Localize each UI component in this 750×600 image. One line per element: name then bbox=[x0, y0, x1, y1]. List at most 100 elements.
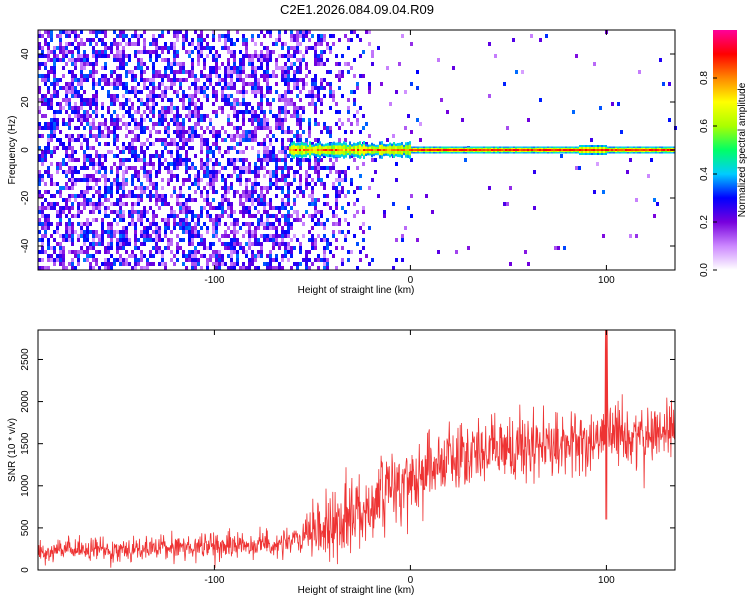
heatmap-cell bbox=[629, 234, 632, 238]
heatmap-cell bbox=[92, 266, 95, 270]
heatmap-cell bbox=[182, 146, 185, 150]
heatmap-cell bbox=[161, 194, 164, 198]
heatmap-cell bbox=[269, 266, 272, 270]
heatmap-cell bbox=[319, 149, 321, 151]
heatmap-cell bbox=[233, 102, 236, 106]
heatmap-cell bbox=[459, 149, 461, 151]
heatmap-cell bbox=[233, 42, 236, 46]
heatmap-cell bbox=[287, 102, 290, 106]
heatmap-cell bbox=[224, 190, 227, 194]
heatmap-cell bbox=[95, 90, 98, 94]
heatmap-cell bbox=[323, 166, 326, 170]
heatmap-cell bbox=[257, 218, 260, 222]
heatmap-cell bbox=[161, 82, 164, 86]
heatmap-cell bbox=[375, 149, 377, 151]
heatmap-cell bbox=[119, 258, 122, 262]
heatmap-cell bbox=[71, 174, 74, 178]
heatmap-cell bbox=[215, 134, 218, 138]
heatmap-cell bbox=[119, 74, 122, 78]
heatmap-cell bbox=[86, 74, 89, 78]
heatmap-cell bbox=[170, 258, 173, 262]
heatmap-cell bbox=[329, 46, 332, 50]
heatmap-cell bbox=[95, 250, 98, 254]
heatmap-cell bbox=[146, 194, 149, 198]
heatmap-cell bbox=[227, 234, 230, 238]
heatmap-cell bbox=[314, 166, 317, 170]
heatmap-cell bbox=[194, 234, 197, 238]
heatmap-cell bbox=[281, 230, 284, 234]
heatmap-cell bbox=[221, 178, 224, 182]
heatmap-cell bbox=[344, 62, 347, 66]
heatmap-cell bbox=[92, 94, 95, 98]
heatmap-cell bbox=[122, 158, 125, 162]
heatmap-cell bbox=[602, 190, 605, 194]
heatmap-cell bbox=[125, 34, 128, 38]
heatmap-cell bbox=[224, 82, 227, 86]
heatmap-cell bbox=[47, 190, 50, 194]
heatmap-cell bbox=[152, 110, 155, 114]
heatmap-cell bbox=[128, 190, 131, 194]
heatmap-cell bbox=[344, 34, 347, 38]
heatmap-cell bbox=[203, 246, 206, 250]
heatmap-cell bbox=[311, 218, 314, 222]
heatmap-cell bbox=[149, 58, 152, 62]
heatmap-cell bbox=[182, 38, 185, 42]
heatmap-cell bbox=[80, 106, 83, 110]
heatmap-cell bbox=[245, 190, 248, 194]
heatmap-cell bbox=[131, 142, 134, 146]
heatmap-cell bbox=[296, 138, 299, 142]
heatmap-cell bbox=[461, 118, 464, 122]
heatmap-cell bbox=[119, 50, 122, 54]
heatmap-cell bbox=[602, 234, 605, 238]
heatmap-cell bbox=[98, 50, 101, 54]
heatmap-cell bbox=[179, 114, 182, 118]
heatmap-cell bbox=[200, 150, 203, 154]
heatmap-cell bbox=[657, 149, 659, 151]
heatmap-cell bbox=[74, 198, 77, 202]
heatmap-cell bbox=[134, 242, 137, 246]
heatmap-cell bbox=[284, 82, 287, 86]
heatmap-cell bbox=[149, 190, 152, 194]
heatmap-cell bbox=[317, 218, 320, 222]
heatmap-cell bbox=[266, 134, 269, 138]
heatmap-cell bbox=[107, 150, 110, 154]
heatmap-cell bbox=[206, 158, 209, 162]
heatmap-cell bbox=[68, 122, 71, 126]
heatmap-cell bbox=[41, 238, 44, 242]
heatmap-cell bbox=[209, 50, 212, 54]
heatmap-cell bbox=[134, 138, 137, 142]
heatmap-cell bbox=[269, 238, 272, 242]
heatmap-cell bbox=[257, 82, 260, 86]
heatmap-cell bbox=[137, 158, 140, 162]
heatmap-cell bbox=[140, 254, 143, 258]
heatmap-cell bbox=[341, 190, 344, 194]
heatmap-cell bbox=[146, 266, 149, 270]
heatmap-cell bbox=[92, 74, 95, 78]
heatmap-cell bbox=[341, 246, 344, 250]
heatmap-cell bbox=[218, 222, 221, 226]
heatmap-cell bbox=[188, 86, 191, 90]
heatmap-cell bbox=[338, 170, 341, 174]
heatmap-cell bbox=[251, 122, 254, 126]
heatmap-cell bbox=[134, 134, 137, 138]
heatmap-cell bbox=[495, 149, 497, 151]
heatmap-cell bbox=[65, 186, 68, 190]
heatmap-cell bbox=[281, 190, 284, 194]
heatmap-cell bbox=[188, 166, 191, 170]
heatmap-cell bbox=[215, 114, 218, 118]
heatmap-cell bbox=[251, 170, 254, 174]
heatmap-cell bbox=[137, 106, 140, 110]
heatmap-cell bbox=[89, 30, 92, 34]
heatmap-cell bbox=[59, 234, 62, 238]
heatmap-cell bbox=[410, 130, 413, 134]
heatmap-cell bbox=[374, 158, 377, 162]
heatmap-cell bbox=[131, 202, 134, 206]
chart-title: C2E1.2026.084.09.04.R09 bbox=[280, 2, 434, 17]
heatmap-cell bbox=[173, 174, 176, 178]
heatmap-cell bbox=[284, 174, 287, 178]
heatmap-cell bbox=[269, 138, 272, 142]
heatmap-cell bbox=[266, 54, 269, 58]
heatmap-cell bbox=[239, 66, 242, 70]
heatmap-cell bbox=[206, 262, 209, 266]
